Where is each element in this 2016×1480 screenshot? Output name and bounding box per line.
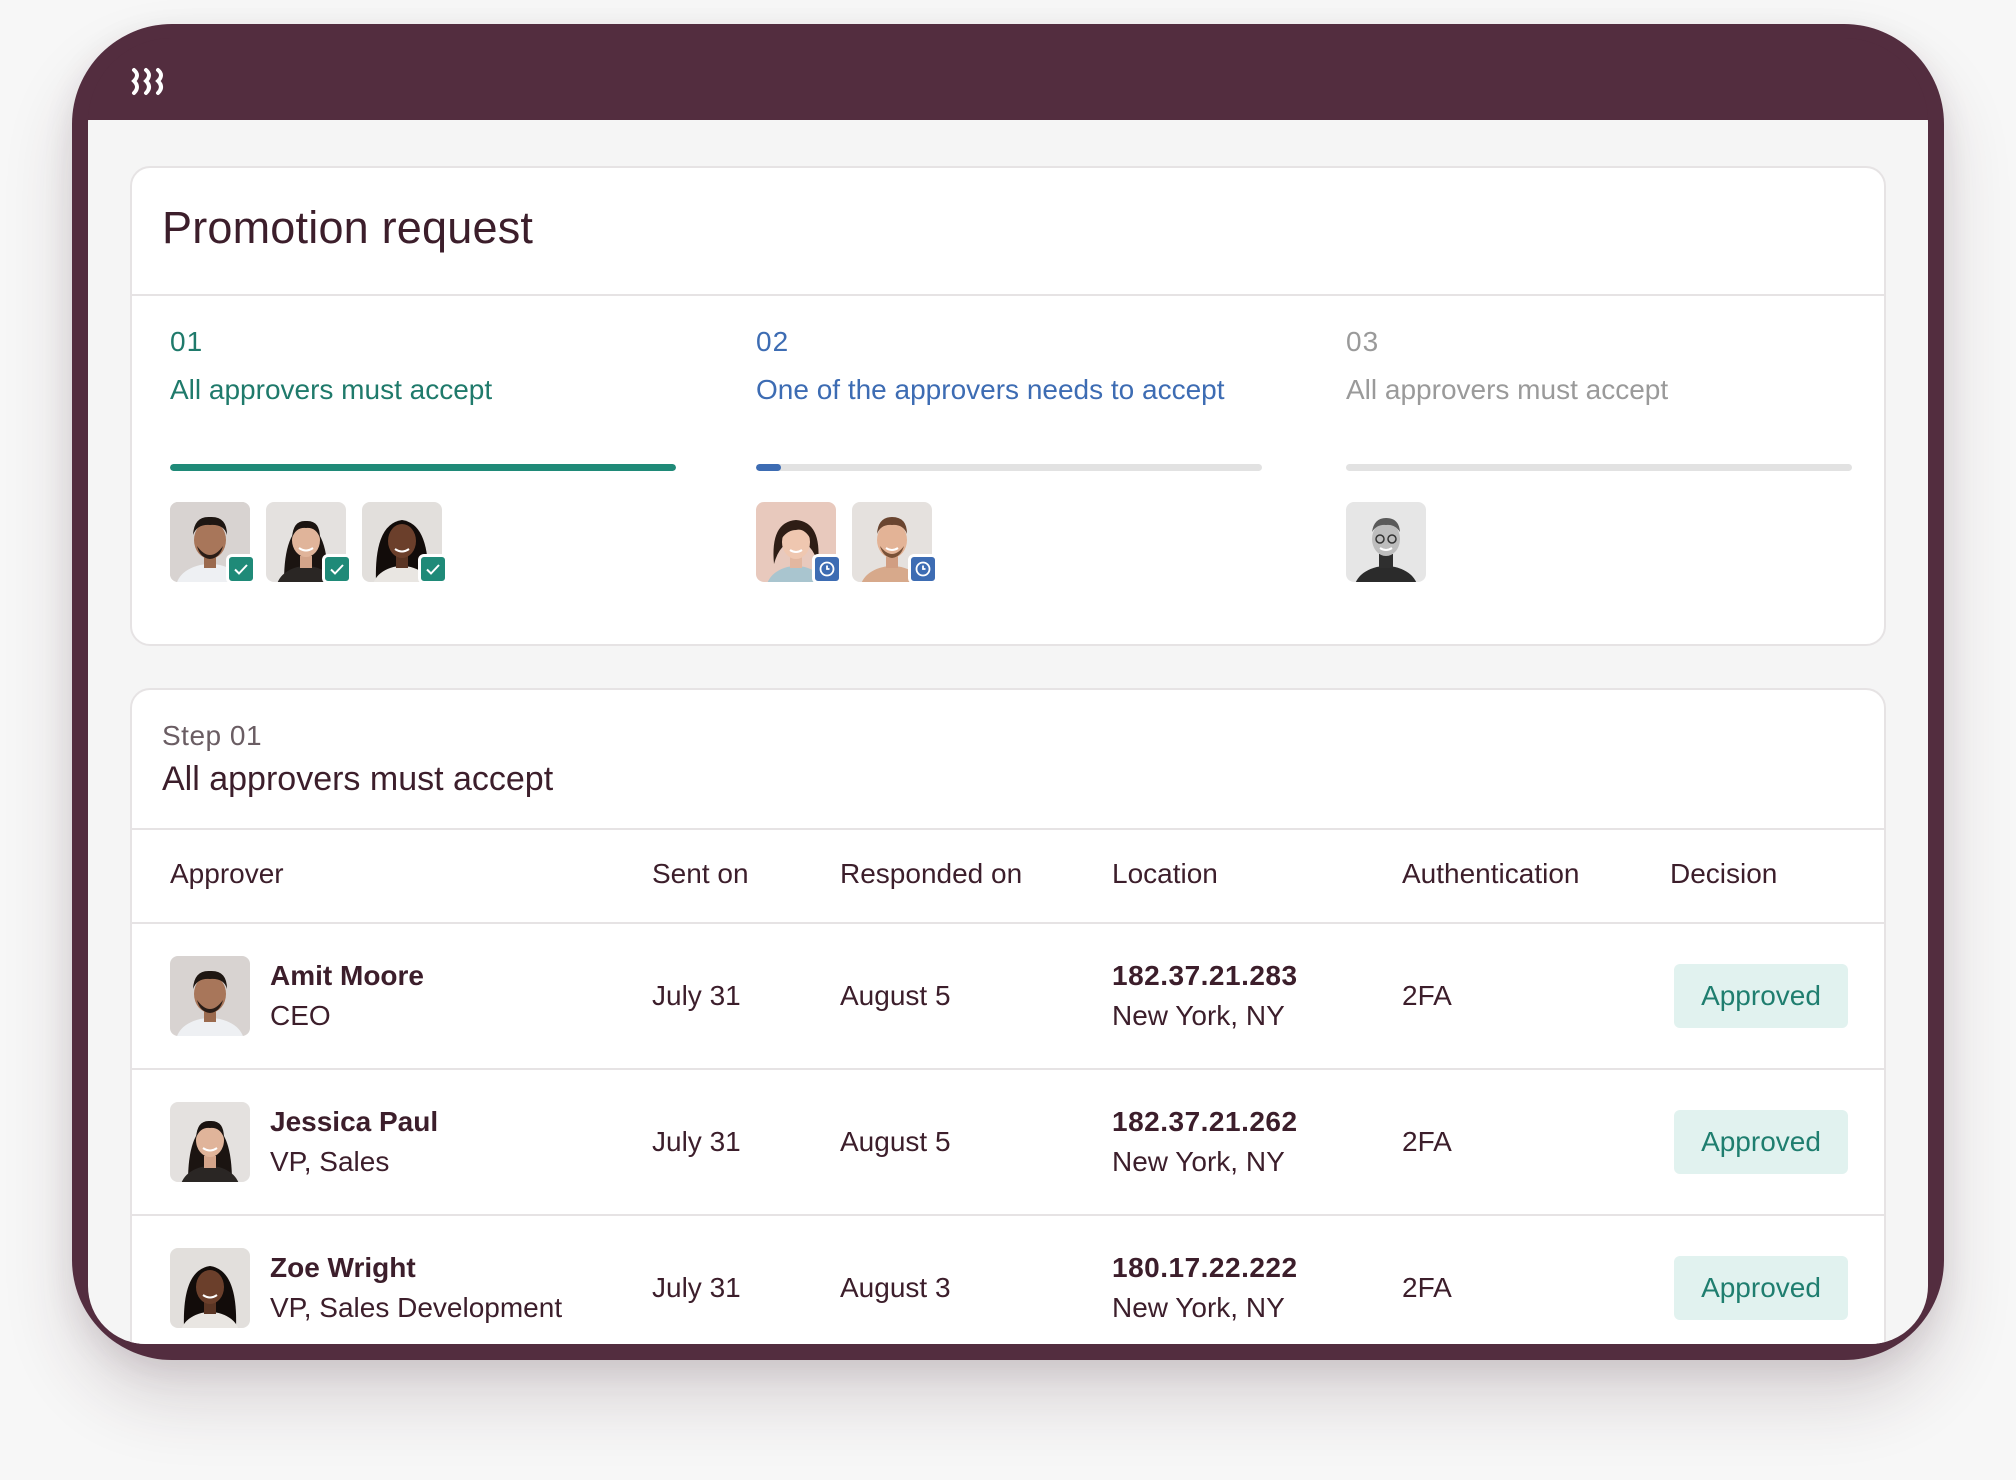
clock-icon xyxy=(812,554,842,584)
step-label: All approvers must accept xyxy=(170,374,493,405)
authentication: 2FA xyxy=(1402,980,1452,1011)
column-header-authentication[interactable]: Authentication xyxy=(1402,858,1580,889)
check-icon xyxy=(418,554,448,584)
location-ip: 182.37.21.283 xyxy=(1112,960,1298,991)
step-number: 01 xyxy=(170,326,204,357)
sent-on: July 31 xyxy=(652,1126,741,1157)
column-header-location[interactable]: Location xyxy=(1112,858,1218,889)
step-detail-card: Step 01 All approvers must accept Approv… xyxy=(130,688,1886,1344)
step-progress-fill xyxy=(170,464,676,471)
approver-name: Amit Moore xyxy=(270,960,424,991)
check-icon xyxy=(226,554,256,584)
avatar xyxy=(170,1102,250,1182)
column-header-approver[interactable]: Approver xyxy=(170,858,284,889)
card-divider xyxy=(132,294,1884,296)
location-ip: 180.17.22.222 xyxy=(1112,1252,1298,1283)
avatar[interactable] xyxy=(1346,502,1426,582)
sent-on: July 31 xyxy=(652,980,741,1011)
card-divider xyxy=(132,828,1884,830)
step-progress-bar xyxy=(170,464,676,471)
approved-badge[interactable]: Approved xyxy=(1674,1110,1848,1174)
clock-icon xyxy=(908,554,938,584)
table-header-divider xyxy=(132,922,1884,924)
brand-logo-icon[interactable] xyxy=(130,66,170,96)
location-city: New York, NY xyxy=(1112,1292,1285,1323)
approver-role: VP, Sales Development xyxy=(270,1292,563,1323)
table-row[interactable]: Zoe Wright VP, Sales Development July 31… xyxy=(132,1216,1884,1344)
step-progress-bar xyxy=(1346,464,1852,471)
top-bar xyxy=(88,38,1928,120)
location-city: New York, NY xyxy=(1112,1000,1285,1031)
step-progress-bar xyxy=(756,464,1262,471)
sent-on: July 31 xyxy=(652,1272,741,1303)
column-header-sent-on[interactable]: Sent on xyxy=(652,858,749,889)
page-title: Promotion request xyxy=(162,202,534,253)
table-row[interactable]: Amit Moore CEO July 31 August 5 182.37.2… xyxy=(132,924,1884,1068)
check-icon xyxy=(322,554,352,584)
authentication: 2FA xyxy=(1402,1126,1452,1157)
row-divider xyxy=(132,1068,1884,1070)
step-number: 02 xyxy=(756,326,790,357)
authentication: 2FA xyxy=(1402,1272,1452,1303)
step-subtitle: Step 01 xyxy=(162,720,263,751)
responded-on: August 5 xyxy=(840,980,951,1011)
avatar xyxy=(170,956,250,1036)
location-ip: 182.37.21.262 xyxy=(1112,1106,1298,1137)
column-header-responded-on[interactable]: Responded on xyxy=(840,858,1023,889)
approver-name: Zoe Wright xyxy=(270,1252,416,1283)
responded-on: August 5 xyxy=(840,1126,951,1157)
approver-role: VP, Sales xyxy=(270,1146,390,1177)
approver-name: Jessica Paul xyxy=(270,1106,439,1137)
table-row[interactable]: Jessica Paul VP, Sales July 31 August 5 … xyxy=(132,1070,1884,1214)
approved-badge[interactable]: Approved xyxy=(1674,1256,1848,1320)
avatar xyxy=(170,1248,250,1328)
row-divider xyxy=(132,1214,1884,1216)
step-label: One of the approvers needs to accept xyxy=(756,374,1225,405)
step-heading: All approvers must accept xyxy=(162,760,554,798)
app-window: Promotion request 01 All approvers must … xyxy=(88,38,1928,1344)
responded-on: August 3 xyxy=(840,1272,951,1303)
workflow-card: Promotion request 01 All approvers must … xyxy=(130,166,1886,646)
location-city: New York, NY xyxy=(1112,1146,1285,1177)
approver-role: CEO xyxy=(270,1000,331,1031)
step-label: All approvers must accept xyxy=(1346,374,1669,405)
approved-badge[interactable]: Approved xyxy=(1674,964,1848,1028)
step-progress-fill xyxy=(756,464,782,471)
main-content: Promotion request 01 All approvers must … xyxy=(88,120,1928,1344)
step-number: 03 xyxy=(1346,326,1380,357)
column-header-decision[interactable]: Decision xyxy=(1670,858,1778,889)
